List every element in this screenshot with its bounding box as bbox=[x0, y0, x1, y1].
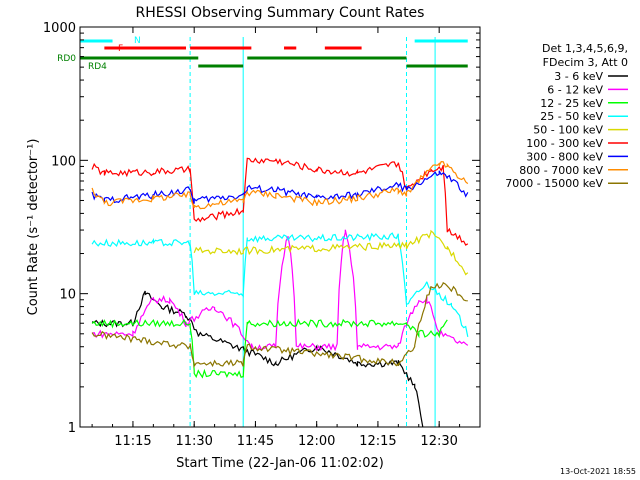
series-line bbox=[91, 170, 469, 204]
legend-label: 3 - 6 keV bbox=[554, 70, 603, 83]
x-tick-label: 11:15 bbox=[114, 434, 151, 449]
flag-label: RD0 bbox=[57, 54, 76, 64]
series-line bbox=[91, 160, 469, 210]
x-tick-label: 11:45 bbox=[237, 434, 274, 449]
footer-date: 13-Oct-2021 18:55 bbox=[560, 467, 636, 476]
flag-label: RD4 bbox=[88, 62, 107, 72]
legend-label: 25 - 50 keV bbox=[540, 110, 603, 123]
chart-title: RHESSI Observing Summary Count Rates bbox=[136, 5, 425, 21]
legend-label: 12 - 25 keV bbox=[540, 97, 603, 110]
axes: 11:15 11:30 11:45 12:00 12:15 12:30 1 10 100 1000 bbox=[43, 21, 481, 449]
legend-label: 800 - 7000 keV bbox=[519, 164, 603, 177]
legend-label: 6 - 12 keV bbox=[547, 83, 603, 96]
series-line bbox=[91, 229, 469, 352]
series-group bbox=[91, 157, 469, 428]
y-tick-label: 100 bbox=[51, 154, 76, 169]
legend-header: FDecim 3, Att 0 bbox=[543, 56, 628, 69]
series-line bbox=[193, 229, 469, 276]
x-tick-label: 12:00 bbox=[298, 434, 335, 449]
x-tick-label: 12:30 bbox=[420, 434, 457, 449]
flag-label: N bbox=[134, 36, 141, 46]
x-tick-label: 11:30 bbox=[175, 434, 212, 449]
series-line bbox=[91, 232, 469, 338]
y-tick-label: 10 bbox=[59, 288, 76, 303]
legend-label: 50 - 100 keV bbox=[533, 124, 603, 137]
series-line bbox=[91, 318, 448, 379]
legend-header: Det 1,3,4,5,6,9, bbox=[542, 42, 628, 55]
y-tick-label: 1 bbox=[68, 421, 76, 436]
legend-label: 300 - 800 keV bbox=[526, 150, 603, 163]
flag-group: N F RD0 RD4 bbox=[57, 36, 468, 72]
y-tick-label: 1000 bbox=[43, 21, 76, 36]
legend-label: 7000 - 15000 keV bbox=[505, 177, 603, 190]
legend-label: 100 - 300 keV bbox=[526, 137, 603, 150]
series-line bbox=[91, 290, 424, 428]
plot-frame bbox=[79, 26, 481, 428]
flag-label: F bbox=[118, 44, 123, 54]
x-axis-label: Start Time (22-Jan-06 11:02:02) bbox=[176, 456, 384, 471]
legend: Det 1,3,4,5,6,9,FDecim 3, Att 03 - 6 keV… bbox=[505, 42, 628, 190]
series-line bbox=[91, 281, 468, 369]
x-tick-label: 12:15 bbox=[359, 434, 396, 449]
y-axis-label: Count Rate (s⁻¹ detector⁻¹) bbox=[26, 139, 41, 316]
